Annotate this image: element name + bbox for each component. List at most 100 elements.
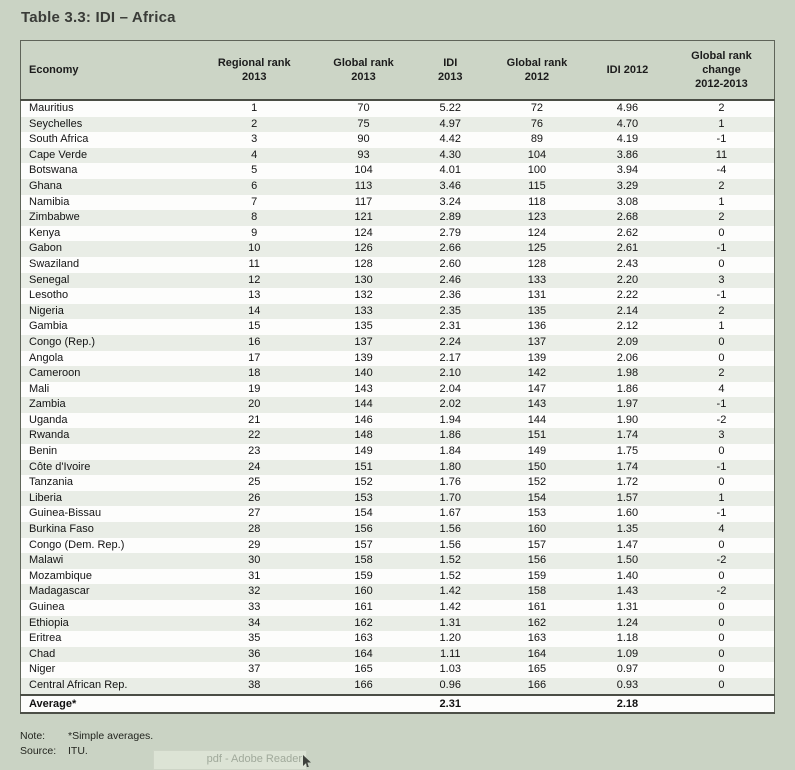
mouse-cursor: [303, 755, 311, 767]
economy-cell: Madagascar: [29, 585, 90, 598]
economy-cell: Mali: [29, 382, 50, 395]
idi-2012-cell: 1.50: [616, 554, 639, 567]
global-rank-change-cell: 4: [718, 382, 725, 395]
table-row: Liberia 26 153 1.70 154 1.57 1: [20, 490, 775, 507]
economy-cell: Ghana: [29, 179, 63, 192]
idi-2013-cell: 3.24: [439, 195, 461, 208]
regional-rank-2013-cell: 17: [248, 351, 261, 364]
idi-2013-cell: 1.56: [439, 523, 461, 536]
global-rank-2012-cell: 156: [527, 554, 547, 567]
global-rank-2013-cell: 113: [354, 179, 373, 192]
economy-cell: Burkina Faso: [29, 523, 94, 536]
regional-rank-2013-cell: 27: [248, 507, 261, 520]
idi-2012-cell: 0.93: [616, 678, 639, 691]
idi-2012-cell: 1.97: [616, 398, 639, 411]
economy-cell: Niger: [29, 663, 56, 676]
economy-cell: Uganda: [29, 413, 68, 426]
idi-2012-cell: 1.72: [616, 476, 639, 489]
global-rank-2013-cell: 90: [357, 133, 370, 146]
table-row: Central African Rep. 38 166 0.96 166 0.93 0: [20, 677, 775, 695]
idi-2012-cell: 2.12: [616, 320, 639, 333]
economy-cell: Namibia: [29, 195, 70, 208]
idi-2012-cell: 2.22: [616, 289, 639, 302]
global-rank-change-cell: 0: [718, 616, 725, 629]
note-line: Note: *Simple averages.: [20, 729, 153, 744]
regional-rank-2013-cell: 30: [248, 554, 261, 567]
global-rank-2012-cell: 124: [527, 226, 547, 239]
regional-rank-2013-cell: 14: [248, 304, 261, 317]
source-line: Source: ITU.: [20, 744, 153, 759]
global-rank-2013-cell: 149: [354, 445, 373, 458]
average-empty-cell: [314, 693, 413, 713]
global-rank-change-cell: 0: [718, 476, 725, 489]
idi-2012-cell: 4.96: [616, 102, 639, 115]
idi-2012-cell: 2.43: [616, 257, 639, 270]
global-rank-2013-cell: 157: [354, 538, 373, 551]
idi-2013-cell: 1.31: [439, 616, 461, 629]
table-row: Gambia 15 135 2.31 136 2.12 1: [20, 319, 775, 335]
col-header-global-rank-change: Global rank change 2012-2013: [668, 40, 775, 101]
idi-2013-cell: 1.42: [439, 585, 461, 598]
regional-rank-2013-cell: 24: [248, 460, 261, 473]
economy-cell: Guinea: [29, 601, 65, 614]
idi-2013-cell: 1.80: [439, 460, 461, 473]
idi-2012-cell: 2.06: [616, 351, 639, 364]
header-row: Economy Regional rank 2013 Global rank 2…: [20, 40, 775, 101]
regional-rank-2013-cell: 28: [248, 523, 261, 536]
regional-rank-2013-cell: 3: [251, 133, 258, 146]
idi-africa-table: Economy Regional rank 2013 Global rank 2…: [20, 40, 775, 714]
table-row: Uganda 21 146 1.94 144 1.90 -2: [20, 412, 775, 429]
idi-2012-cell: 4.70: [616, 117, 639, 130]
idi-2013-cell: 2.66: [439, 242, 461, 255]
regional-rank-2013-cell: 19: [248, 382, 261, 395]
regional-rank-2013-cell: 7: [251, 195, 258, 208]
global-rank-change-cell: -1: [716, 398, 727, 411]
global-rank-2012-cell: 166: [527, 678, 547, 691]
global-rank-2012-cell: 123: [527, 211, 547, 224]
idi-2013-cell: 1.56: [439, 538, 461, 551]
global-rank-change-cell: 0: [718, 569, 725, 582]
global-rank-change-cell: 0: [718, 632, 725, 645]
global-rank-2013-cell: 146: [354, 413, 373, 426]
table-row: Cameroon 18 140 2.10 142 1.98 2: [20, 366, 775, 382]
global-rank-2013-cell: 121: [354, 211, 373, 224]
regional-rank-2013-cell: 20: [248, 398, 261, 411]
idi-2013-cell: 1.11: [439, 647, 461, 660]
idi-2013-cell: 2.35: [439, 304, 461, 317]
global-rank-2012-cell: 154: [527, 491, 547, 504]
global-rank-2012-cell: 151: [527, 429, 547, 442]
global-rank-2013-cell: 160: [354, 585, 373, 598]
regional-rank-2013-cell: 16: [248, 335, 261, 348]
economy-cell: Ethiopia: [29, 616, 69, 629]
table-row: Mozambique 31 159 1.52 159 1.40 0: [20, 568, 775, 585]
regional-rank-2013-cell: 38: [248, 678, 261, 691]
idi-2012-cell: 2.14: [616, 304, 639, 317]
average-label: Average*: [20, 693, 194, 713]
table-row: Botswana 5 104 4.01 100 3.94 -4: [20, 163, 775, 179]
idi-2013-cell: 2.89: [439, 211, 461, 224]
table-row: Burkina Faso 28 156 1.56 160 1.35 4: [20, 522, 775, 538]
global-rank-2012-cell: 150: [527, 460, 547, 473]
regional-rank-2013-cell: 2: [251, 117, 258, 130]
table-row: Rwanda 22 148 1.86 151 1.74 3: [20, 428, 775, 445]
global-rank-2012-cell: 164: [527, 647, 547, 660]
idi-2012-cell: 1.60: [616, 507, 639, 520]
global-rank-change-cell: 0: [718, 335, 725, 348]
economy-cell: Rwanda: [29, 429, 70, 442]
regional-rank-2013-cell: 31: [248, 569, 261, 582]
idi-2012-cell: 2.68: [616, 211, 639, 224]
col-header-economy: Economy: [20, 40, 194, 101]
global-rank-2012-cell: 137: [527, 335, 547, 348]
economy-cell: Cape Verde: [29, 148, 88, 161]
global-rank-2013-cell: 151: [354, 460, 373, 473]
idi-2013-cell: 1.70: [439, 491, 461, 504]
table-row: Cape Verde 4 93 4.30 104 3.86 11: [20, 147, 775, 164]
regional-rank-2013-cell: 4: [251, 148, 258, 161]
global-rank-2013-cell: 166: [354, 678, 373, 691]
global-rank-2013-cell: 144: [354, 398, 373, 411]
global-rank-change-cell: 2: [718, 102, 725, 115]
global-rank-2013-cell: 126: [354, 242, 373, 255]
economy-cell: Seychelles: [29, 117, 83, 130]
economy-cell: Cameroon: [29, 367, 81, 380]
global-rank-change-cell: -1: [716, 460, 727, 473]
